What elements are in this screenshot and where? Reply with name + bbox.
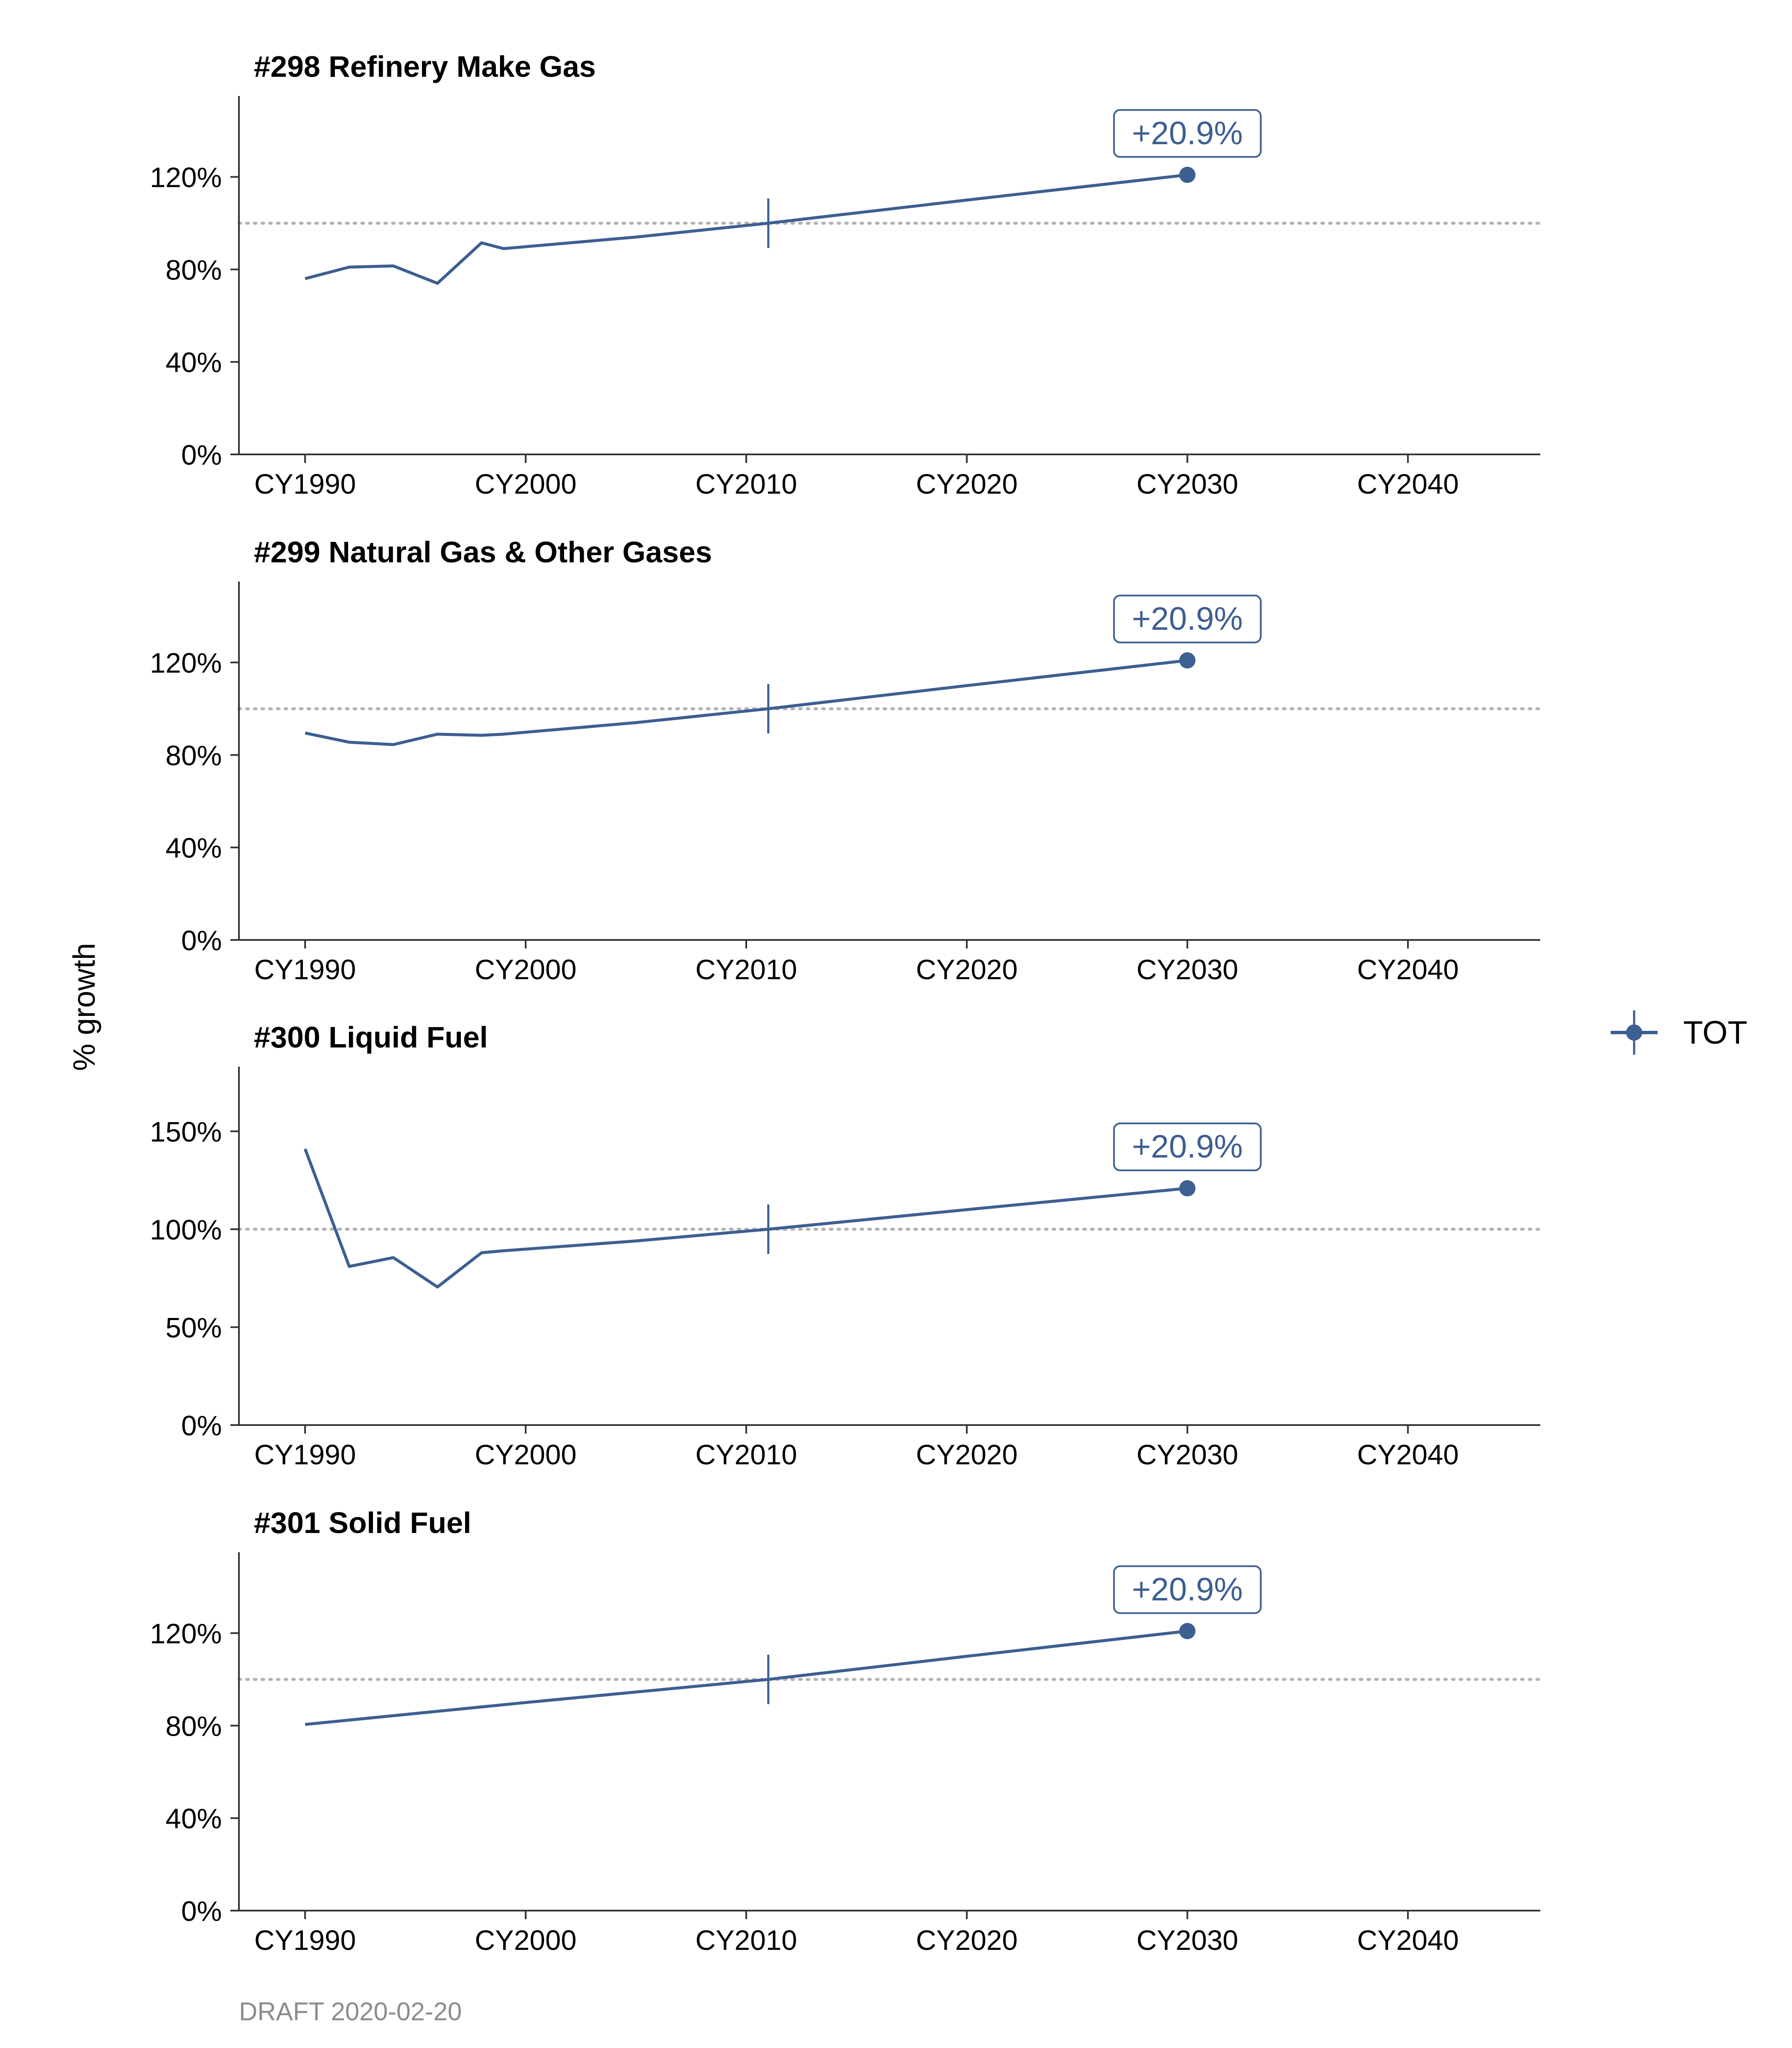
- x-tick-label: CY2010: [695, 1924, 797, 1956]
- x-tick-label: CY1990: [254, 954, 356, 985]
- annotation-box: [1113, 1565, 1262, 1614]
- annotation-label: +20.9%: [1132, 1129, 1243, 1165]
- panel-title: #301 Solid Fuel: [254, 1506, 471, 1539]
- series-line-tot: [303, 1148, 1188, 1289]
- draft-caption: DRAFT 2020-02-20: [239, 1997, 462, 2026]
- x-tick-label: CY1990: [254, 1439, 356, 1470]
- y-tick-label: 80%: [166, 254, 222, 285]
- y-tick-label: 40%: [166, 832, 222, 864]
- x-tick-label: CY2000: [475, 1924, 577, 1956]
- x-tick-label: CY1990: [254, 1924, 356, 1956]
- x-tick-label: CY2030: [1137, 468, 1239, 500]
- legend: TOT: [1611, 1010, 1748, 1055]
- x-tick-label: CY2000: [475, 468, 577, 500]
- x-tick-label: CY2020: [916, 954, 1018, 985]
- y-tick-label: 80%: [166, 739, 222, 771]
- series-line-tot: [305, 173, 1188, 285]
- x-tick-label: CY2010: [695, 1439, 797, 1470]
- panel-3: #300 Liquid Fuel 0% 50% 100% 150% CY1990 CY200…: [150, 1021, 1542, 1470]
- y-tick-label: 120%: [150, 647, 222, 679]
- series-line-tot: [305, 659, 1188, 746]
- x-tick-label: CY2010: [695, 468, 797, 500]
- y-tick-label: 0%: [181, 1895, 222, 1927]
- panel-2: #299 Natural Gas & Other Gases 0% 40% 80% 12…: [150, 535, 1542, 985]
- x-tick-label: CY2030: [1137, 954, 1239, 985]
- legend-label: TOT: [1683, 1015, 1748, 1051]
- x-tick-label: CY2040: [1357, 954, 1459, 985]
- panel-title: #299 Natural Gas & Other Gases: [254, 535, 712, 569]
- y-tick-label: 40%: [166, 1803, 222, 1834]
- end-point: [1179, 1623, 1196, 1639]
- x-tick-label: CY2020: [916, 1924, 1018, 1956]
- x-tick-label: CY2020: [916, 1439, 1018, 1470]
- annotation-label: +20.9%: [1132, 1571, 1243, 1608]
- annotation-label: +20.9%: [1132, 115, 1243, 151]
- x-tick-label: CY1990: [254, 468, 356, 500]
- x-tick-label: CY2010: [695, 954, 797, 985]
- y-tick-label: 0%: [181, 439, 222, 471]
- annotation-box: [1113, 1123, 1262, 1172]
- y-tick-label: 120%: [150, 162, 222, 193]
- annotation-box: [1113, 594, 1262, 643]
- y-tick-label: 100%: [150, 1214, 222, 1245]
- x-tick-label: CY2000: [475, 1439, 577, 1470]
- end-point: [1179, 1180, 1196, 1197]
- annotation-label: +20.9%: [1132, 601, 1243, 637]
- y-tick-label: 50%: [166, 1312, 222, 1343]
- x-tick-label: CY2030: [1137, 1924, 1239, 1956]
- y-axis-title: % growth: [67, 943, 102, 1071]
- x-tick-label: CY2040: [1357, 1924, 1459, 1956]
- chart-panels: #298 Refinery Make Gas 0% 40% 80% 120% CY1990…: [150, 50, 1542, 1956]
- series-line-tot: [305, 1629, 1188, 1726]
- x-tick-label: CY2030: [1137, 1439, 1239, 1470]
- panel-title: #300 Liquid Fuel: [254, 1021, 488, 1054]
- y-tick-label: 0%: [181, 1410, 222, 1441]
- y-tick-label: 0%: [181, 925, 222, 956]
- legend-key-point: [1626, 1024, 1642, 1041]
- panel-title: #298 Refinery Make Gas: [254, 50, 596, 83]
- end-point: [1179, 166, 1196, 183]
- annotation-box: [1113, 109, 1262, 158]
- x-tick-label: CY2020: [916, 468, 1018, 500]
- y-tick-label: 150%: [150, 1116, 222, 1147]
- x-tick-label: CY2040: [1357, 1439, 1459, 1470]
- x-tick-label: CY2040: [1357, 468, 1459, 500]
- x-tick-label: CY2000: [475, 954, 577, 985]
- y-tick-label: 120%: [150, 1618, 222, 1649]
- y-tick-label: 80%: [166, 1710, 222, 1742]
- y-tick-label: 40%: [166, 346, 222, 378]
- panel-4: #301 Solid Fuel 0% 40% 80% 120% CY1990 CY2000 C…: [150, 1506, 1542, 1956]
- panel-1: #298 Refinery Make Gas 0% 40% 80% 120% CY1990…: [150, 50, 1542, 500]
- end-point: [1179, 652, 1196, 669]
